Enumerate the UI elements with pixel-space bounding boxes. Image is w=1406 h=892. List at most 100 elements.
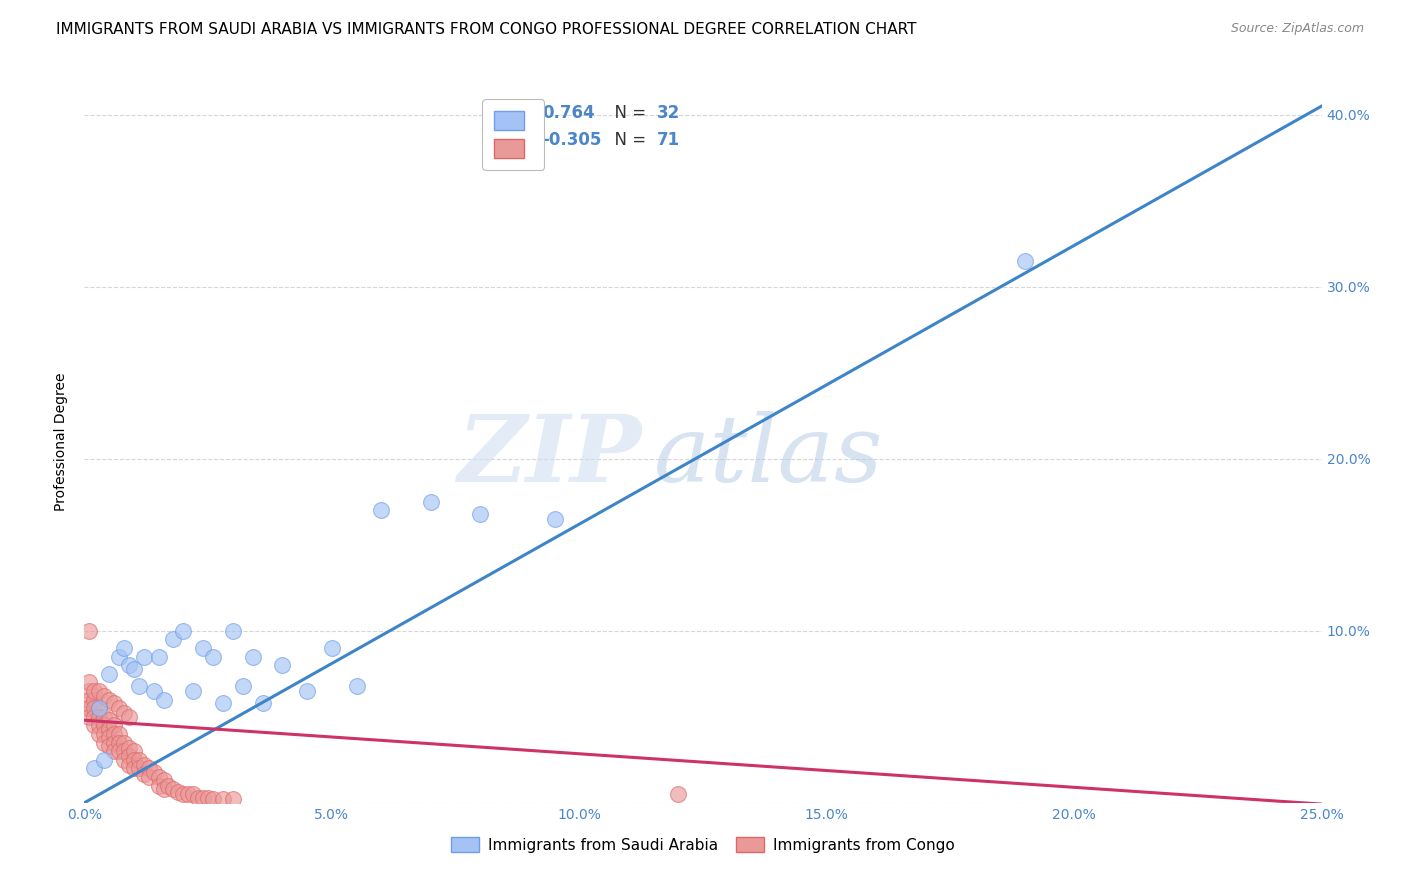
- Point: [142, 764, 165, 779]
- Point: [103, 744, 125, 758]
- Point: [148, 649, 170, 664]
- Text: -0.305: -0.305: [543, 130, 602, 149]
- Point: [112, 735, 135, 749]
- Point: [79, 692, 101, 706]
- Point: [172, 787, 194, 801]
- Point: [271, 658, 294, 673]
- Point: [98, 666, 121, 681]
- Point: [295, 684, 318, 698]
- Point: [118, 740, 141, 755]
- Point: [83, 761, 105, 775]
- Point: [191, 640, 214, 655]
- Point: [252, 696, 274, 710]
- Point: [112, 744, 135, 758]
- Point: [83, 718, 105, 732]
- Text: R =: R =: [491, 130, 526, 149]
- Point: [98, 692, 121, 706]
- Point: [108, 701, 131, 715]
- Point: [132, 758, 155, 772]
- Point: [108, 727, 131, 741]
- Text: 71: 71: [657, 130, 681, 149]
- Point: [79, 710, 101, 724]
- Point: [1014, 253, 1036, 268]
- Point: [202, 649, 225, 664]
- Point: [122, 761, 145, 775]
- Point: [197, 790, 219, 805]
- Point: [122, 744, 145, 758]
- Point: [108, 744, 131, 758]
- Point: [132, 766, 155, 780]
- Point: [103, 727, 125, 741]
- Point: [103, 735, 125, 749]
- Point: [83, 692, 105, 706]
- Point: [138, 761, 160, 775]
- Text: Source: ZipAtlas.com: Source: ZipAtlas.com: [1230, 22, 1364, 36]
- Point: [152, 692, 174, 706]
- Point: [242, 649, 264, 664]
- Point: [89, 727, 111, 741]
- Point: [79, 624, 101, 638]
- Point: [152, 773, 174, 788]
- Point: [222, 792, 245, 806]
- Point: [93, 710, 115, 724]
- Point: [79, 701, 101, 715]
- Point: [543, 512, 565, 526]
- Legend: Immigrants from Saudi Arabia, Immigrants from Congo: Immigrants from Saudi Arabia, Immigrants…: [443, 829, 963, 860]
- Point: [181, 787, 204, 801]
- Point: [112, 640, 135, 655]
- Text: 32: 32: [657, 103, 681, 122]
- Point: [76, 701, 98, 715]
- Point: [128, 753, 150, 767]
- Point: [122, 753, 145, 767]
- Point: [232, 679, 254, 693]
- Point: [187, 790, 209, 805]
- Point: [118, 658, 141, 673]
- Point: [370, 503, 392, 517]
- Point: [89, 701, 111, 715]
- Point: [142, 684, 165, 698]
- Point: [202, 792, 225, 806]
- Point: [122, 662, 145, 676]
- Text: N =: N =: [605, 130, 651, 149]
- Text: IMMIGRANTS FROM SAUDI ARABIA VS IMMIGRANTS FROM CONGO PROFESSIONAL DEGREE CORREL: IMMIGRANTS FROM SAUDI ARABIA VS IMMIGRAN…: [56, 22, 917, 37]
- Point: [138, 770, 160, 784]
- Point: [162, 632, 184, 647]
- Text: ZIP: ZIP: [457, 411, 641, 501]
- Point: [118, 758, 141, 772]
- Point: [79, 684, 101, 698]
- Point: [103, 696, 125, 710]
- Point: [172, 624, 194, 638]
- Point: [212, 792, 235, 806]
- Point: [103, 718, 125, 732]
- Point: [128, 679, 150, 693]
- Point: [93, 735, 115, 749]
- Point: [108, 649, 131, 664]
- Point: [89, 718, 111, 732]
- Text: N =: N =: [605, 103, 651, 122]
- Point: [191, 790, 214, 805]
- Text: atlas: atlas: [654, 411, 883, 501]
- Point: [89, 684, 111, 698]
- Point: [222, 624, 245, 638]
- Point: [470, 507, 492, 521]
- Point: [157, 779, 180, 793]
- Point: [98, 731, 121, 745]
- Point: [212, 696, 235, 710]
- Point: [108, 735, 131, 749]
- Text: R =: R =: [491, 103, 526, 122]
- Point: [118, 710, 141, 724]
- Point: [98, 722, 121, 736]
- Point: [148, 770, 170, 784]
- Point: [419, 494, 441, 508]
- Text: 0.764: 0.764: [543, 103, 595, 122]
- Point: [321, 640, 343, 655]
- Point: [98, 739, 121, 753]
- Point: [128, 761, 150, 775]
- Point: [89, 710, 111, 724]
- Point: [112, 706, 135, 721]
- Point: [177, 787, 200, 801]
- Point: [83, 684, 105, 698]
- Point: [118, 749, 141, 764]
- Point: [83, 710, 105, 724]
- Point: [89, 701, 111, 715]
